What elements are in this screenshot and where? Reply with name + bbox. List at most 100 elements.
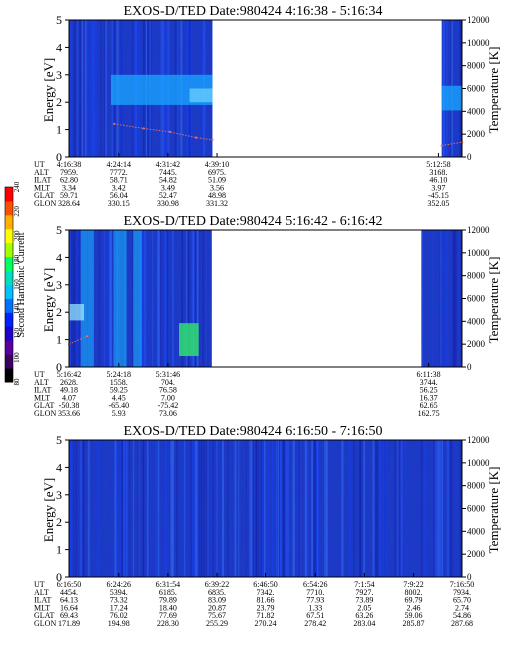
streak — [238, 440, 240, 577]
streak — [188, 230, 190, 367]
streak — [452, 230, 455, 367]
streak — [376, 440, 379, 577]
y-tick-label: 1 — [56, 123, 62, 137]
streak — [373, 440, 375, 577]
footer-value: 5:16:42 — [57, 370, 81, 379]
footer-value: 16.37 — [420, 393, 438, 402]
streak — [141, 230, 144, 367]
y2-tick-label: 8000 — [467, 481, 486, 491]
footer-value: 330.98 — [157, 199, 179, 208]
colorbar-swatch — [5, 326, 13, 341]
streak — [249, 440, 251, 577]
y2-axis-label: Temperature [K] — [486, 47, 501, 134]
streak — [360, 440, 362, 577]
y2-tick-label: 6000 — [467, 294, 486, 304]
streak — [73, 20, 76, 157]
y2-tick-label: 6000 — [467, 84, 486, 94]
streak — [379, 440, 381, 577]
streak — [105, 20, 107, 157]
streak — [285, 440, 288, 577]
streak — [86, 440, 89, 577]
streak — [190, 440, 192, 577]
streak — [194, 440, 198, 577]
streak — [158, 230, 161, 367]
colorbar-tick-label: 140 — [13, 303, 21, 314]
footer-value: 4.07 — [62, 393, 76, 402]
streak — [98, 230, 101, 367]
footer-value: 69.79 — [405, 596, 423, 605]
streak — [277, 440, 279, 577]
streak — [449, 440, 451, 577]
cyan-blob — [69, 303, 85, 321]
streak — [432, 230, 434, 367]
y-tick-label: 5 — [56, 223, 62, 237]
streak — [110, 230, 112, 367]
streak — [352, 440, 354, 577]
streak — [433, 440, 436, 577]
colorbar-swatch — [5, 368, 13, 383]
streak — [317, 440, 319, 577]
streak — [129, 440, 131, 577]
footer-value: 16.64 — [60, 603, 78, 612]
streak — [95, 20, 97, 157]
colorbar-tick-label: 160 — [13, 279, 21, 290]
streak — [405, 440, 407, 577]
streak — [125, 440, 128, 577]
footer-row-label: MLT — [34, 603, 50, 612]
footer-value: 7710. — [306, 588, 324, 597]
streak — [252, 440, 254, 577]
streak — [80, 20, 82, 157]
streak — [109, 230, 112, 367]
footer-row-label: GLAT — [34, 401, 55, 410]
streak — [132, 230, 134, 367]
streak — [163, 230, 165, 367]
temperature-point — [168, 130, 171, 133]
colorbar-swatch — [5, 298, 13, 313]
streak — [206, 440, 209, 577]
footer-value: -75.42 — [158, 401, 179, 410]
orbit-table: UT 4:16:38 4:24:14 4:31:42 4:39:10 5:12:58 ALT… — [34, 160, 451, 208]
streak — [159, 230, 162, 367]
colorbar-tick-label: 100 — [13, 352, 21, 363]
streak — [84, 20, 87, 157]
footer-row-label: UT — [34, 580, 45, 589]
y-tick-label: 1 — [56, 333, 62, 347]
footer-value: 6:24:26 — [107, 580, 131, 589]
footer-value: 17.24 — [110, 603, 128, 612]
streak — [103, 20, 106, 157]
streak — [276, 440, 278, 577]
streak — [255, 440, 258, 577]
footer-value: 1.33 — [308, 603, 322, 612]
streak — [157, 440, 160, 577]
footer-value: 3.56 — [210, 183, 224, 192]
footer-row-label: MLT — [34, 393, 50, 402]
streak — [121, 440, 124, 577]
footer-value: 52.47 — [159, 191, 177, 200]
footer-row-label: ALT — [34, 378, 49, 387]
colorbar-swatch — [5, 284, 13, 299]
streak — [195, 440, 199, 577]
y2-tick-label: 4000 — [467, 526, 486, 536]
streak — [81, 20, 84, 157]
spectrogram: 0 1 2 3 4 5 0 2000 4000 6000 8000 10000 12000 — [56, 433, 490, 584]
streak — [267, 440, 270, 577]
streak — [287, 440, 289, 577]
streak — [313, 440, 315, 577]
y2-tick-label: 0 — [467, 362, 472, 372]
streak — [142, 230, 145, 367]
streak — [120, 440, 123, 577]
footer-value: 228.30 — [157, 619, 179, 628]
streak — [138, 440, 140, 577]
streak — [399, 440, 401, 577]
footer-value: 6835. — [208, 588, 226, 597]
colorbar-swatch — [5, 312, 13, 327]
streak — [279, 440, 281, 577]
footer-value: 49.18 — [60, 386, 78, 395]
footer-row-label: GLON — [34, 619, 56, 628]
footer-value: -50.38 — [59, 401, 80, 410]
streak — [434, 440, 436, 577]
streak — [424, 440, 427, 577]
footer-value: -45.15 — [428, 191, 449, 200]
streak — [245, 440, 247, 577]
streak — [250, 440, 253, 577]
